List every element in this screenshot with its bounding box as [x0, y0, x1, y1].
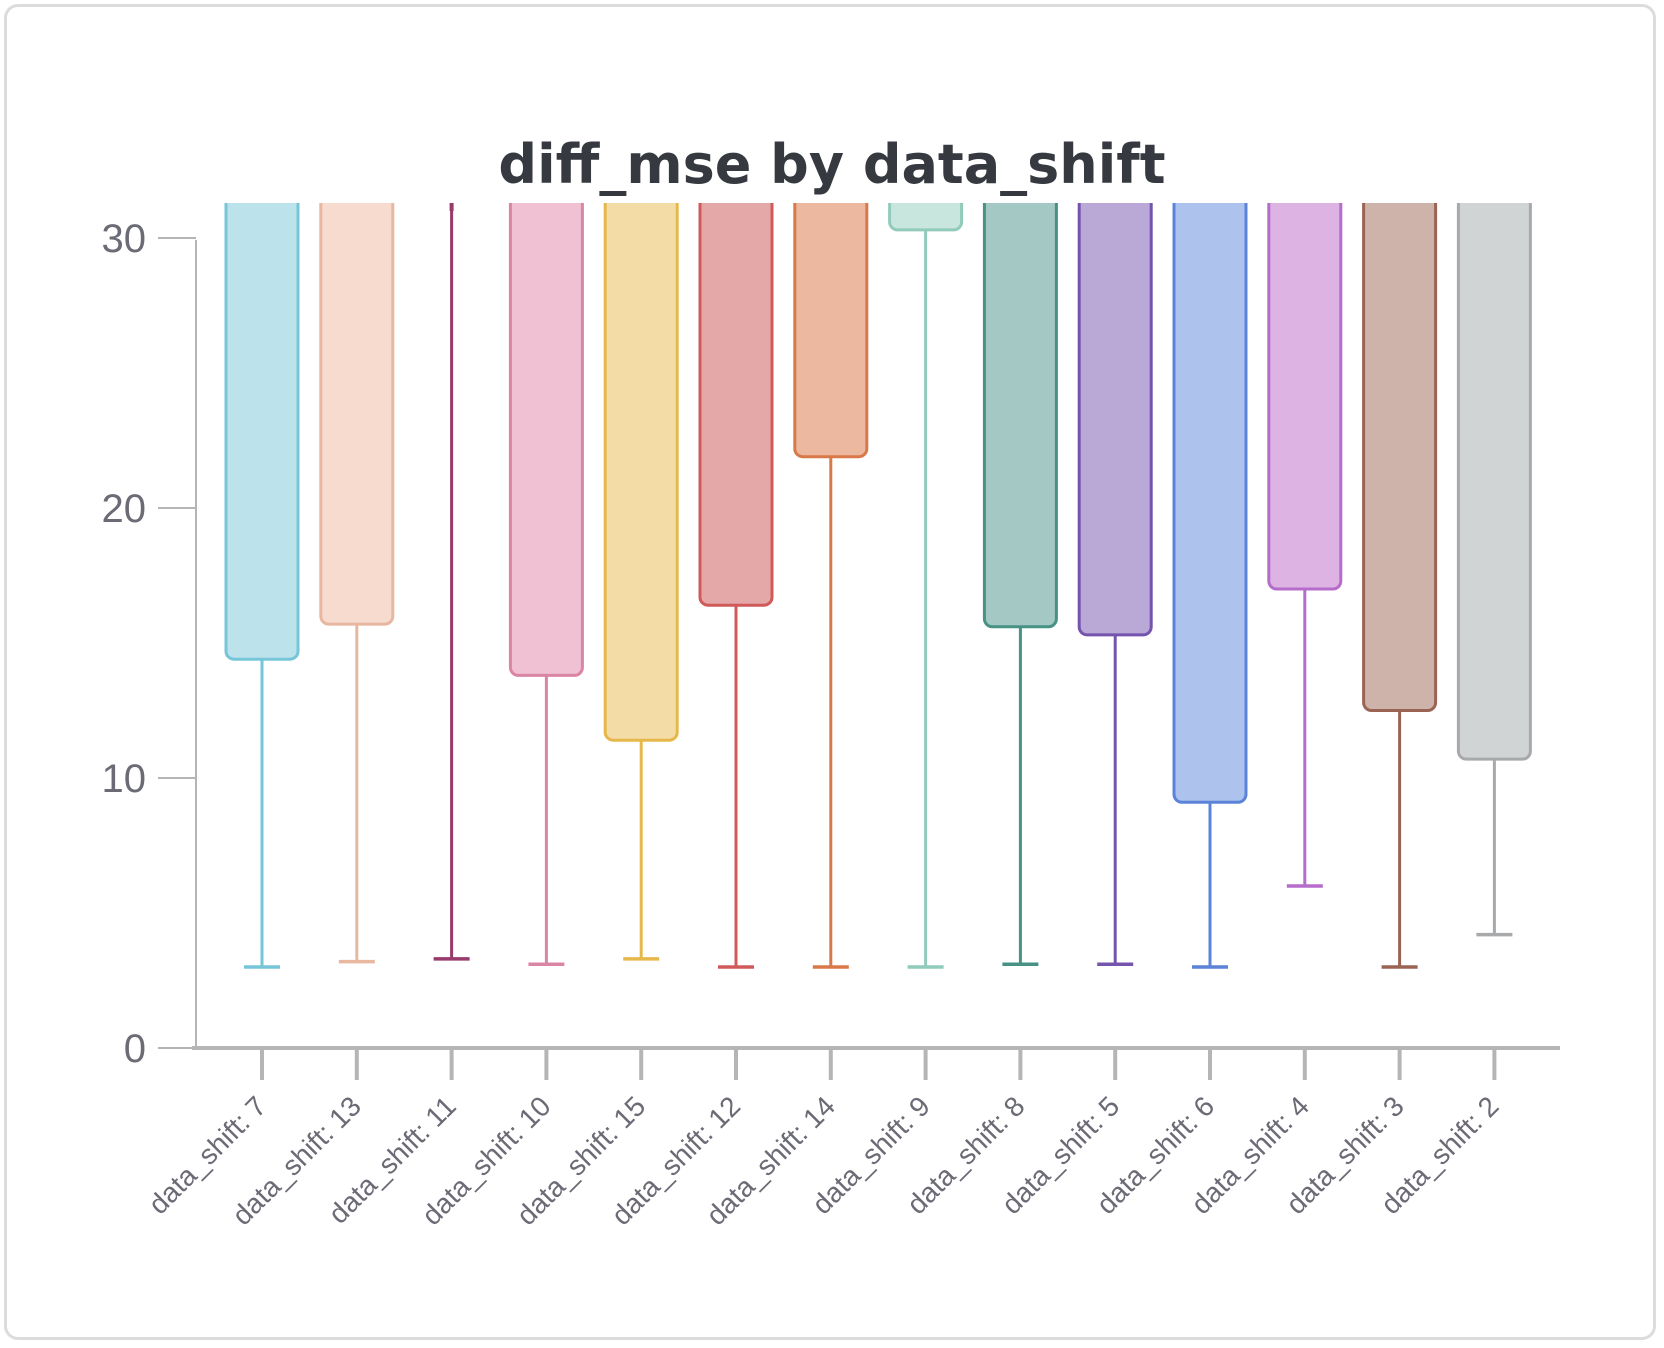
box-body: [793, 203, 869, 459]
box-5[interactable]: [603, 163, 679, 961]
box-8[interactable]: [888, 163, 964, 969]
y-tick-label: 20: [102, 487, 147, 531]
box-1[interactable]: [224, 163, 300, 969]
box-4[interactable]: [508, 163, 584, 967]
box-10[interactable]: [1077, 163, 1153, 967]
box-body: [508, 203, 584, 677]
boxes-layer: [224, 163, 1532, 969]
box-body: [1077, 203, 1153, 637]
chart-title: diff_mse by data_shift: [498, 133, 1165, 196]
box-2[interactable]: [319, 163, 395, 964]
box-14[interactable]: [1456, 163, 1532, 937]
box-body: [1362, 203, 1438, 712]
box-3[interactable]: [433, 163, 470, 961]
box-body: [603, 203, 679, 742]
box-7[interactable]: [793, 163, 869, 969]
box-body: [319, 203, 395, 626]
box-body: [888, 203, 964, 232]
box-body: [698, 203, 774, 607]
box-13[interactable]: [1362, 163, 1438, 969]
box-body: [982, 203, 1058, 629]
box-6[interactable]: [698, 163, 774, 969]
box-9[interactable]: [982, 163, 1058, 967]
y-axis: 0 10 20 30: [102, 217, 197, 1071]
box-12[interactable]: [1267, 163, 1343, 888]
y-tick-label: 30: [102, 217, 147, 261]
y-tick-label: 0: [124, 1027, 146, 1071]
box-body: [1172, 203, 1248, 804]
box-11[interactable]: [1172, 163, 1248, 969]
box-body: [1267, 203, 1343, 591]
box-body: [1456, 203, 1532, 761]
box-body: [224, 203, 300, 661]
y-tick-label: 10: [102, 757, 147, 801]
